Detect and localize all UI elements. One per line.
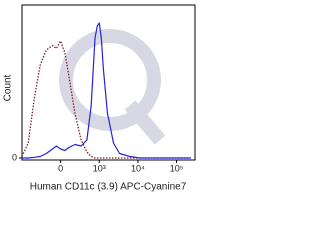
- x-tick-label: 0: [58, 163, 63, 173]
- y-tick-label: 0: [12, 152, 17, 162]
- plot-frame: [21, 4, 196, 161]
- chart: Human CD11c (3.9) APC-Cyanine7 Count 0 10…: [3, 4, 196, 193]
- x-tick-label: 10⁵: [170, 163, 184, 173]
- y-axis-label: Count: [3, 74, 14, 101]
- x-tick-label: 10⁴: [131, 163, 145, 173]
- x-axis-label: Human CD11c (3.9) APC-Cyanine7: [30, 182, 187, 193]
- series-line: [21, 40, 191, 159]
- watermark: [59, 29, 166, 145]
- x-tick-label: 10³: [93, 163, 106, 173]
- series-line: [22, 22, 191, 159]
